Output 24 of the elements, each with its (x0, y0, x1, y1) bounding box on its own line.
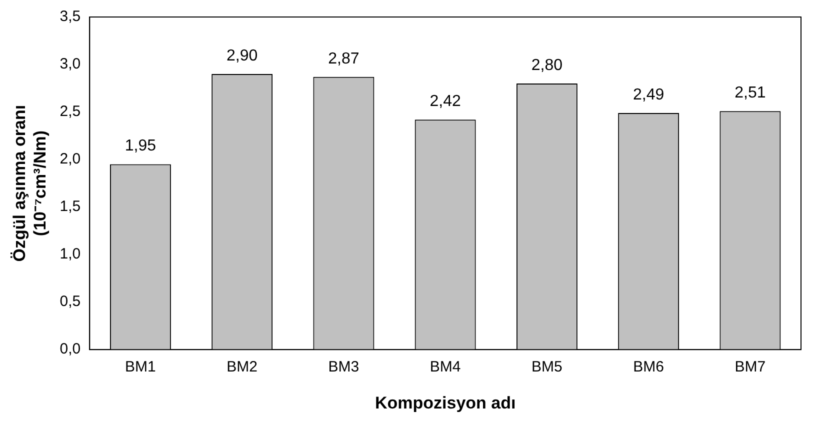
data-label: 2,87 (328, 50, 360, 68)
data-label: 2,49 (633, 86, 664, 104)
data-label: 2,42 (430, 93, 461, 110)
x-tick-label: BM2 (226, 358, 258, 376)
x-tick-label: BM4 (430, 358, 461, 376)
y-tick-label: 0,0 (60, 340, 81, 358)
data-label: 1,95 (124, 138, 156, 155)
x-tick-label: BM3 (328, 358, 360, 376)
x-tick-label: BM7 (734, 358, 766, 376)
x-tick-label: BM5 (532, 358, 562, 376)
x-tick-label: BM6 (633, 358, 664, 376)
y-tick-label: 1,0 (60, 246, 81, 263)
y-tick-label: 2,0 (60, 150, 81, 168)
y-axis-title: Özgül aşınma oranı (10⁻⁷cm³/Nm) (10, 104, 50, 262)
data-label: 2,90 (226, 47, 258, 64)
x-axis-title: Kompozisyon adı (374, 393, 516, 412)
y-tick-label: 3,5 (60, 8, 81, 26)
x-tick-label: BM1 (125, 358, 156, 376)
y-tick-label: 0,5 (60, 293, 81, 310)
data-label: 2,80 (531, 56, 563, 74)
y-tick-label: 3,0 (60, 56, 81, 73)
y-tick-label: 2,5 (60, 103, 81, 120)
data-label: 2,51 (734, 84, 766, 102)
y-tick-label: 1,5 (60, 198, 81, 216)
